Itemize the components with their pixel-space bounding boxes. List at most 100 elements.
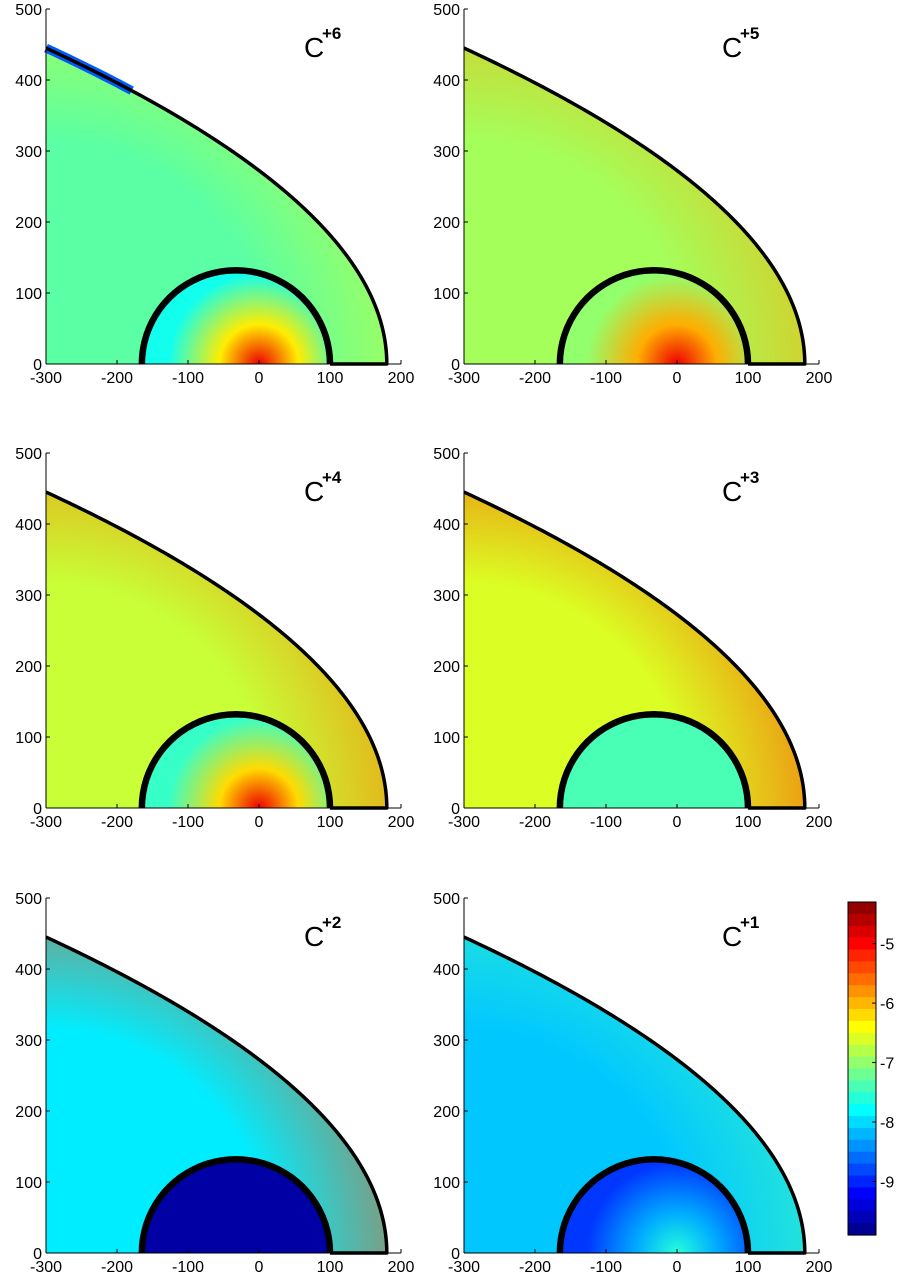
x-tick-label: -100	[172, 370, 204, 387]
colorbar-step	[848, 925, 876, 939]
x-tick-label: 100	[735, 1259, 762, 1276]
panel-label: C	[722, 476, 742, 507]
colorbar-tick-label: -8	[880, 1115, 894, 1132]
shocked-region	[464, 48, 805, 365]
colorbar-step	[848, 961, 876, 974]
y-tick-label: 100	[15, 730, 42, 747]
shocked-region	[46, 48, 387, 365]
x-tick-label: -300	[448, 1259, 480, 1276]
y-tick-label: 400	[15, 962, 42, 979]
x-tick-label: 200	[806, 814, 833, 831]
shock-boundary	[463, 935, 807, 1255]
colorbar-step	[848, 1151, 876, 1165]
panel-4: -300 -200 -100 0 100 200 0 100 200 300 400 500 C+3	[433, 446, 832, 831]
x-tick-label: 0	[255, 370, 264, 387]
colorbar-step	[848, 1187, 876, 1200]
x-tick-label: -300	[30, 814, 62, 831]
colorbar-step	[848, 902, 876, 915]
inner-boundary	[138, 711, 334, 809]
y-tick-label: 300	[433, 144, 460, 161]
colorbar-step	[848, 1068, 876, 1081]
x-tick-label: 0	[673, 1259, 682, 1276]
x-tick-label: 0	[673, 814, 682, 831]
shocked-region	[46, 492, 387, 808]
y-tick-label: 0	[451, 357, 460, 374]
colorbar-step	[848, 973, 876, 986]
colorbar-step	[848, 1116, 876, 1129]
colorbar-tick-label: -6	[880, 996, 894, 1013]
x-tick-label: 100	[735, 814, 762, 831]
inner-boundary	[556, 267, 752, 365]
y-tick-label: 500	[15, 2, 42, 19]
x-tick-label: 200	[388, 370, 415, 387]
x-tick-label: -100	[590, 370, 622, 387]
panel-2: -300 -200 -100 0 100 200 0 100 200 300 400 500 C+5	[433, 2, 832, 387]
panel-label-charge: +5	[740, 24, 759, 43]
x-tick-label: -300	[30, 1259, 62, 1276]
colorbar-step	[848, 913, 876, 927]
x-tick-label: 200	[806, 1259, 833, 1276]
shocked-region	[464, 937, 805, 1253]
colorbar-step	[848, 1020, 876, 1034]
colorbar-step	[848, 1032, 876, 1046]
y-tick-label: 300	[15, 588, 42, 605]
colorbar-step	[848, 985, 876, 998]
y-tick-label: 100	[433, 286, 460, 303]
x-tick-label: 100	[317, 1259, 344, 1276]
x-tick-label: -300	[448, 814, 480, 831]
y-tick-label: 200	[433, 659, 460, 676]
y-tick-label: 500	[433, 891, 460, 908]
y-tick-label: 300	[433, 588, 460, 605]
y-tick-label: 0	[451, 801, 460, 818]
y-tick-label: 500	[15, 446, 42, 463]
y-tick-label: 200	[15, 215, 42, 232]
panel-label-charge: +4	[322, 468, 342, 487]
colorbar-step	[848, 1056, 876, 1070]
panel-label: C	[304, 921, 324, 952]
colorbar-step	[848, 949, 876, 963]
inner-region	[141, 270, 330, 364]
colorbar-step	[848, 1211, 876, 1224]
panel-label: C	[304, 476, 324, 507]
inner-region	[559, 1159, 748, 1253]
colorbar-step	[848, 1044, 876, 1058]
x-tick-label: -300	[30, 370, 62, 387]
x-tick-label: -200	[519, 370, 551, 387]
panel-3: -300 -200 -100 0 100 200 0 100 200 300 400 500 C+4	[15, 446, 414, 831]
x-tick-label: 0	[255, 1259, 264, 1276]
inner-boundary	[556, 1156, 752, 1254]
colorbar-step	[848, 1104, 876, 1117]
y-tick-label: 400	[433, 73, 460, 90]
colorbar: -5 -6 -7 -8 -9	[847, 901, 894, 1236]
y-tick-label: 100	[15, 1175, 42, 1192]
x-tick-label: 200	[388, 1259, 415, 1276]
y-tick-label: 500	[433, 446, 460, 463]
colorbar-step	[848, 1009, 876, 1022]
shocked-region	[464, 492, 805, 808]
y-tick-label: 100	[433, 730, 460, 747]
shocked-region	[46, 937, 387, 1253]
panel-label-charge: +1	[740, 913, 759, 932]
shock-boundary	[463, 46, 807, 366]
colorbar-step	[848, 937, 876, 951]
x-tick-label: 100	[735, 370, 762, 387]
x-tick-label: 0	[255, 814, 264, 831]
y-tick-label: 0	[33, 1246, 42, 1263]
panel-6: -300 -200 -100 0 100 200 0 100 200 300 400 500 C+1	[433, 891, 832, 1276]
x-tick-label: 100	[317, 814, 344, 831]
inner-region	[141, 1159, 330, 1253]
y-tick-label: 300	[15, 144, 42, 161]
shock-boundary	[45, 490, 389, 810]
shock-boundary	[45, 46, 389, 366]
x-tick-label: -300	[448, 370, 480, 387]
colorbar-step	[848, 997, 876, 1010]
x-tick-label: -100	[590, 1259, 622, 1276]
inner-boundary	[556, 711, 752, 809]
x-tick-label: -200	[101, 370, 133, 387]
colorbar-step	[848, 1163, 876, 1177]
x-tick-label: 200	[388, 814, 415, 831]
y-tick-label: 300	[433, 1033, 460, 1050]
x-tick-label: -100	[590, 814, 622, 831]
x-tick-label: -200	[101, 814, 133, 831]
panel-label: C	[722, 921, 742, 952]
